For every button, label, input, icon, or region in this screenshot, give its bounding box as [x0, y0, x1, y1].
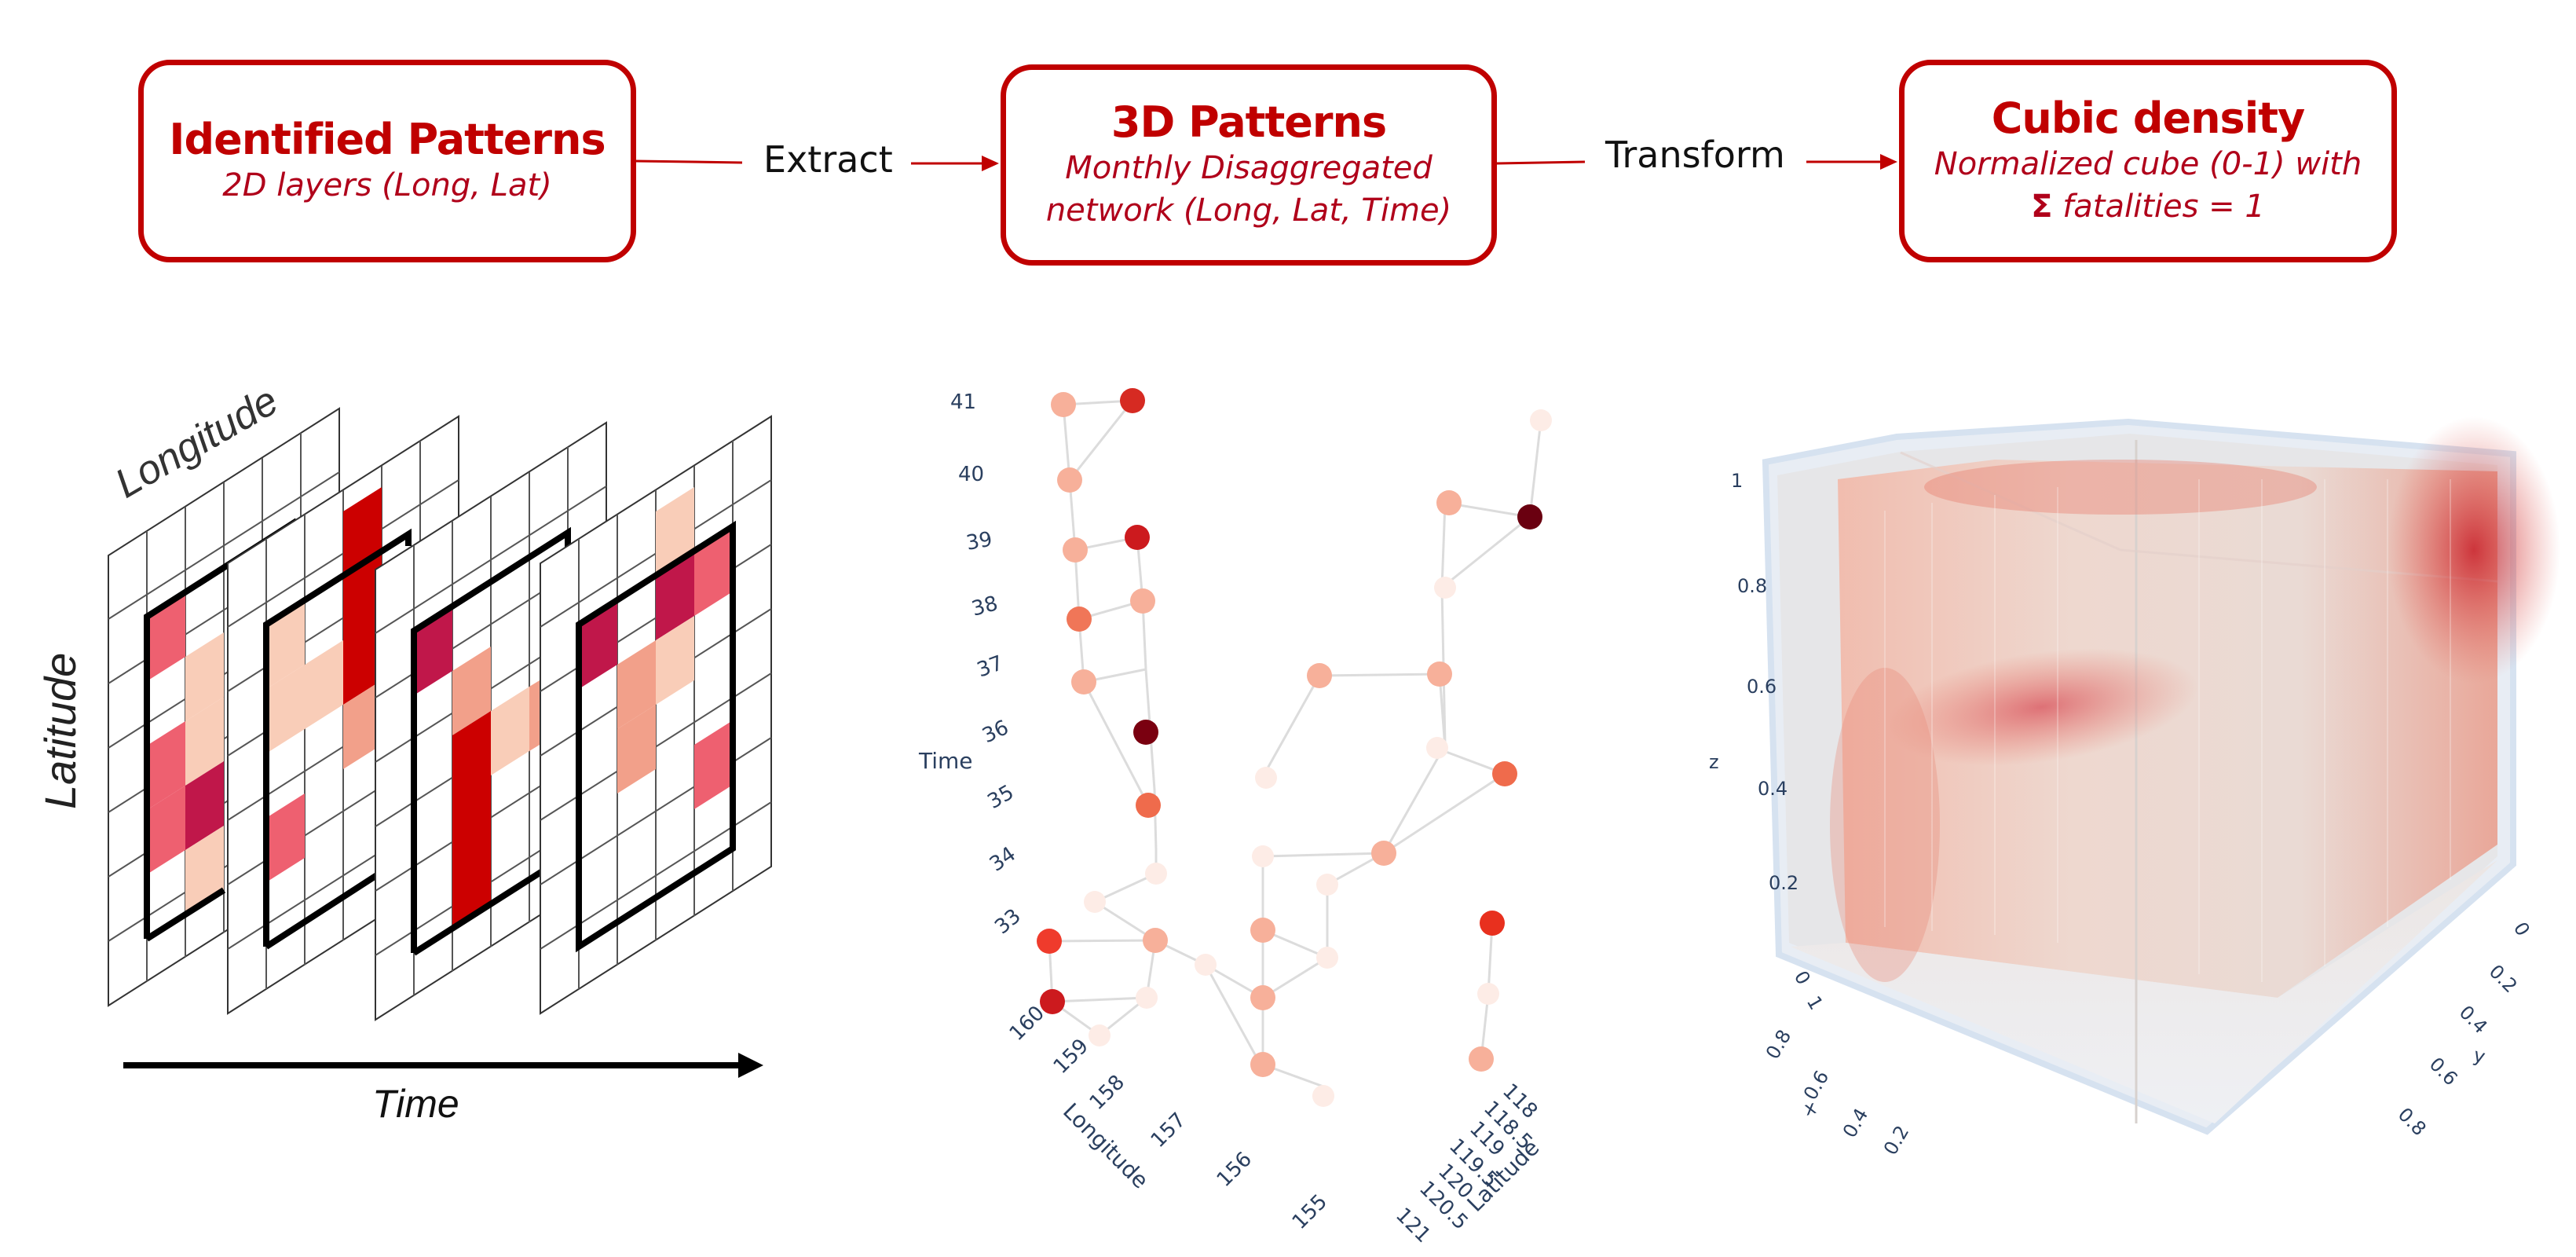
svg-text:0.8: 0.8: [2394, 1103, 2431, 1140]
box-identified-patterns: Identified Patterns 2D layers (Long, Lat…: [138, 60, 636, 262]
box-subtitle-line-2: network (Long, Lat, Time): [1045, 192, 1452, 229]
svg-text:41: 41: [950, 390, 976, 414]
arrow-transform: [1496, 154, 1897, 170]
network-nodes: [1037, 388, 1552, 1107]
y-axis-title: y: [2471, 1044, 2487, 1068]
transition-label-extract: Extract: [763, 138, 893, 181]
cube-frame: [1762, 416, 2560, 1135]
z-axis-title: z: [1709, 751, 1719, 773]
svg-text:0.6: 0.6: [1747, 676, 1776, 698]
svg-text:1: 1: [1802, 992, 1828, 1013]
svg-text:0.4: 0.4: [1758, 778, 1787, 800]
time-axis-title: Time: [918, 748, 973, 774]
svg-text:0.2: 0.2: [2485, 960, 2522, 997]
box-title: 3D Patterns: [1111, 97, 1387, 147]
svg-text:1: 1: [1731, 470, 1743, 492]
transition-label-transform: Transform: [1605, 134, 1785, 176]
svg-text:0.4: 0.4: [1839, 1105, 1872, 1142]
svg-text:0.2: 0.2: [1769, 872, 1798, 894]
box-title: Identified Patterns: [169, 114, 606, 164]
box-subtitle: 2D layers (Long, Lat): [222, 167, 552, 204]
time-arrow: [123, 1053, 763, 1078]
svg-text:0.4: 0.4: [2455, 1001, 2492, 1038]
box-3d-patterns: 3D Patterns Monthly Disaggregated networ…: [1001, 64, 1497, 266]
svg-text:39: 39: [964, 528, 994, 555]
svg-text:0.8: 0.8: [1762, 1026, 1795, 1063]
x-axis-ticks: 1 0.8 0.6 0.4 0.2: [1762, 992, 1913, 1159]
svg-text:40: 40: [958, 463, 984, 486]
layer-4: [540, 415, 772, 1015]
box-cubic-density: Cubic density Normalized cube (0-1) with…: [1899, 60, 2397, 262]
svg-text:0.2: 0.2: [1879, 1122, 1913, 1159]
box-subtitle-line-2: Σ fatalities = 1: [2031, 189, 2265, 225]
sigma-icon: Σ: [2031, 189, 2053, 225]
box-subtitle-line-1: Normalized cube (0-1) with: [1934, 146, 2362, 183]
arrow-extract: [635, 156, 999, 171]
x-axis-title: x: [1802, 1096, 1818, 1120]
latitude-label: Latitude: [35, 653, 85, 809]
box-title: Cubic density: [1991, 93, 2305, 143]
z-axis-ticks: 1 0.8 0.6 0.4 0.2 0: [1731, 470, 1815, 988]
svg-text:0: 0: [2509, 918, 2534, 940]
svg-text:0.8: 0.8: [1737, 575, 1767, 597]
svg-text:0: 0: [1790, 967, 1815, 988]
time-label: Time: [372, 1082, 459, 1126]
svg-text:0.6: 0.6: [2425, 1053, 2462, 1090]
box-subtitle-line-1: Monthly Disaggregated: [1065, 150, 1433, 187]
